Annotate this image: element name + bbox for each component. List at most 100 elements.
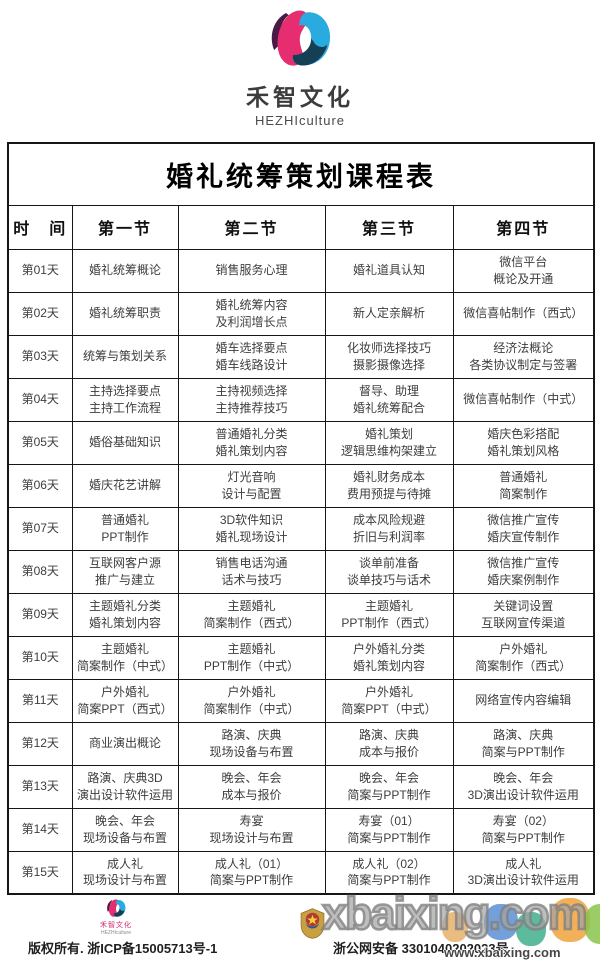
footer: 禾智文化 HEZHIculture 版权所有. 浙ICP备15005713号-1… — [0, 887, 600, 972]
lesson-cell-3: 户外婚礼 简案PPT（中式） — [324, 678, 454, 723]
day-cell: 第04天 — [7, 377, 73, 422]
lesson-cell-4: 寿宴（02） 简案与PPT制作 — [452, 807, 595, 852]
lesson-cell-3: 化妆师选择技巧 摄影摄像选择 — [324, 334, 454, 379]
table-row: 第11天 户外婚礼 简案PPT（西式） 户外婚礼 简案制作（中式） 户外婚礼 简… — [7, 678, 595, 723]
lesson-cell-3: 新人定亲解析 — [324, 291, 454, 336]
day-cell: 第03天 — [7, 334, 73, 379]
day-cell: 第11天 — [7, 678, 73, 723]
lesson-cell-2: 普通婚礼分类 婚礼策划内容 — [177, 420, 326, 465]
lesson-cell-1: 主题婚礼分类 婚礼策划内容 — [71, 592, 179, 637]
brand-header: 禾智文化 HEZHIculture — [0, 0, 600, 128]
hezhi-logo-icon — [271, 10, 331, 66]
lesson-cell-1: 婚礼统筹职责 — [71, 291, 179, 336]
table-row: 第07天 普通婚礼 PPT制作 3D软件知识 婚礼现场设计 成本风险规避 折旧与… — [7, 506, 595, 551]
lesson-cell-1: 成人礼 现场设计与布置 — [71, 850, 179, 895]
day-cell: 第07天 — [7, 506, 73, 551]
lesson-cell-1: 户外婚礼 简案PPT（西式） — [71, 678, 179, 723]
lesson-cell-2: 主题婚礼 PPT制作（中式） — [177, 635, 326, 680]
table-row: 第06天 婚庆花艺讲解 灯光音响 设计与配置 婚礼财务成本 费用预提与待摊 普通… — [7, 463, 595, 508]
column-header: 第二节 — [177, 204, 326, 250]
lesson-cell-3: 谈单前准备 谈单技巧与话术 — [324, 549, 454, 594]
day-cell: 第06天 — [7, 463, 73, 508]
table-row: 第03天 统筹与策划关系 婚车选择要点 婚车线路设计 化妆师选择技巧 摄影摄像选… — [7, 334, 595, 379]
lesson-cell-3: 婚礼策划 逻辑思维构架建立 — [324, 420, 454, 465]
lesson-cell-3: 寿宴（01） 简案与PPT制作 — [324, 807, 454, 852]
lesson-cell-2: 晚会、年会 成本与报价 — [177, 764, 326, 809]
lesson-cell-2: 婚车选择要点 婚车线路设计 — [177, 334, 326, 379]
footer-brand: 禾智文化 HEZHIculture — [84, 898, 148, 936]
table-row: 第09天 主题婚礼分类 婚礼策划内容 主题婚礼 简案制作（西式） 主题婚礼 PP… — [7, 592, 595, 637]
footer-brand-name: 禾智文化 — [100, 922, 132, 929]
lesson-cell-2: 主持视频选择 主持推荐技巧 — [177, 377, 326, 422]
column-header-row: 时 间 第一节 第二节 第三节 第四节 — [7, 204, 595, 250]
table-row: 第14天 晚会、年会 现场设备与布置 寿宴 现场设计与布置 寿宴（01） 简案与… — [7, 807, 595, 852]
watermark-decoration-blob — [550, 898, 590, 942]
lesson-cell-2: 灯光音响 设计与配置 — [177, 463, 326, 508]
lesson-cell-2: 销售服务心理 — [177, 248, 326, 293]
lesson-cell-1: 主持选择要点 主持工作流程 — [71, 377, 179, 422]
lesson-cell-1: 婚庆花艺讲解 — [71, 463, 179, 508]
day-cell: 第14天 — [7, 807, 73, 852]
lesson-cell-1: 主题婚礼 简案制作（中式） — [71, 635, 179, 680]
lesson-cell-3: 主题婚礼 PPT制作（西式） — [324, 592, 454, 637]
lesson-cell-1: 路演、庆典3D 演出设计软件运用 — [71, 764, 179, 809]
day-cell: 第08天 — [7, 549, 73, 594]
day-cell: 第15天 — [7, 850, 73, 895]
lesson-cell-2: 主题婚礼 简案制作（西式） — [177, 592, 326, 637]
watermark-decoration-blob — [516, 912, 546, 946]
lesson-cell-3: 婚礼财务成本 费用预提与待摊 — [324, 463, 454, 508]
watermark-url: www.xbaixing.com — [444, 945, 561, 960]
course-table: 婚礼统筹策划课程表 时 间 第一节 第二节 第三节 第四节 第01天 婚礼统筹概… — [7, 142, 596, 895]
lesson-cell-2: 销售电话沟通 话术与技巧 — [177, 549, 326, 594]
lesson-cell-1: 商业演出概论 — [71, 721, 179, 766]
table-row: 第02天 婚礼统筹职责 婚礼统筹内容 及利润增长点 新人定亲解析 微信喜帖制作（… — [7, 291, 595, 336]
lesson-cell-1: 婚礼统筹概论 — [71, 248, 179, 293]
lesson-cell-4: 关键词设置 互联网宣传渠道 — [452, 592, 595, 637]
column-header: 第三节 — [324, 204, 454, 250]
table-row: 第13天 路演、庆典3D 演出设计软件运用 晚会、年会 成本与报价 晚会、年会 … — [7, 764, 595, 809]
lesson-cell-3: 户外婚礼分类 婚礼策划内容 — [324, 635, 454, 680]
lesson-cell-1: 普通婚礼 PPT制作 — [71, 506, 179, 551]
lesson-cell-3: 成人礼（02） 简案与PPT制作 — [324, 850, 454, 895]
police-badge-icon — [300, 908, 325, 939]
lesson-cell-4: 经济法概论 各类协议制定与签署 — [452, 334, 595, 379]
lesson-cell-4: 晚会、年会 3D演出设计软件运用 — [452, 764, 595, 809]
lesson-cell-3: 路演、庆典 成本与报价 — [324, 721, 454, 766]
lesson-cell-4: 网络宣传内容编辑 — [452, 678, 595, 723]
lesson-cell-3: 晚会、年会 简案与PPT制作 — [324, 764, 454, 809]
table-row: 第08天 互联网客户源 推广与建立 销售电话沟通 话术与技巧 谈单前准备 谈单技… — [7, 549, 595, 594]
footer-hezhi-logo-icon — [107, 899, 126, 917]
lesson-cell-1: 婚俗基础知识 — [71, 420, 179, 465]
table-row: 第10天 主题婚礼 简案制作（中式） 主题婚礼 PPT制作（中式） 户外婚礼分类… — [7, 635, 595, 680]
lesson-cell-4: 微信喜帖制作（西式） — [452, 291, 595, 336]
brand-name: 禾智文化 — [246, 84, 354, 110]
lesson-cell-3: 督导、助理 婚礼统筹配合 — [324, 377, 454, 422]
day-cell: 第10天 — [7, 635, 73, 680]
day-cell: 第05天 — [7, 420, 73, 465]
day-cell: 第01天 — [7, 248, 73, 293]
table-title: 婚礼统筹策划课程表 — [7, 142, 595, 206]
day-cell: 第12天 — [7, 721, 73, 766]
column-header: 时 间 — [7, 204, 73, 250]
table-row: 第04天 主持选择要点 主持工作流程 主持视频选择 主持推荐技巧 督导、助理 婚… — [7, 377, 595, 422]
lesson-cell-2: 寿宴 现场设计与布置 — [177, 807, 326, 852]
lesson-cell-4: 微信推广宣传 婚庆宣传制作 — [452, 506, 595, 551]
lesson-cell-2: 婚礼统筹内容 及利润增长点 — [177, 291, 326, 336]
lesson-cell-4: 微信推广宣传 婚庆案例制作 — [452, 549, 595, 594]
day-cell: 第09天 — [7, 592, 73, 637]
column-header: 第一节 — [71, 204, 179, 250]
lesson-cell-2: 路演、庆典 现场设备与布置 — [177, 721, 326, 766]
lesson-cell-2: 户外婚礼 简案制作（中式） — [177, 678, 326, 723]
lesson-cell-3: 成本风险规避 折旧与利润率 — [324, 506, 454, 551]
day-cell: 第13天 — [7, 764, 73, 809]
lesson-cell-4: 微信喜帖制作（中式） — [452, 377, 595, 422]
security-record-text: 浙公网安备 3301040202023号 — [333, 941, 509, 956]
day-cell: 第02天 — [7, 291, 73, 336]
lesson-cell-1: 互联网客户源 推广与建立 — [71, 549, 179, 594]
table-row: 第15天 成人礼 现场设计与布置 成人礼（01） 简案与PPT制作 成人礼（02… — [7, 850, 595, 895]
lesson-cell-2: 成人礼（01） 简案与PPT制作 — [177, 850, 326, 895]
lesson-cell-1: 统筹与策划关系 — [71, 334, 179, 379]
table-row: 第05天 婚俗基础知识 普通婚礼分类 婚礼策划内容 婚礼策划 逻辑思维构架建立 … — [7, 420, 595, 465]
lesson-cell-4: 微信平台 概论及开通 — [452, 248, 595, 293]
watermark-decoration-blob — [584, 904, 600, 944]
